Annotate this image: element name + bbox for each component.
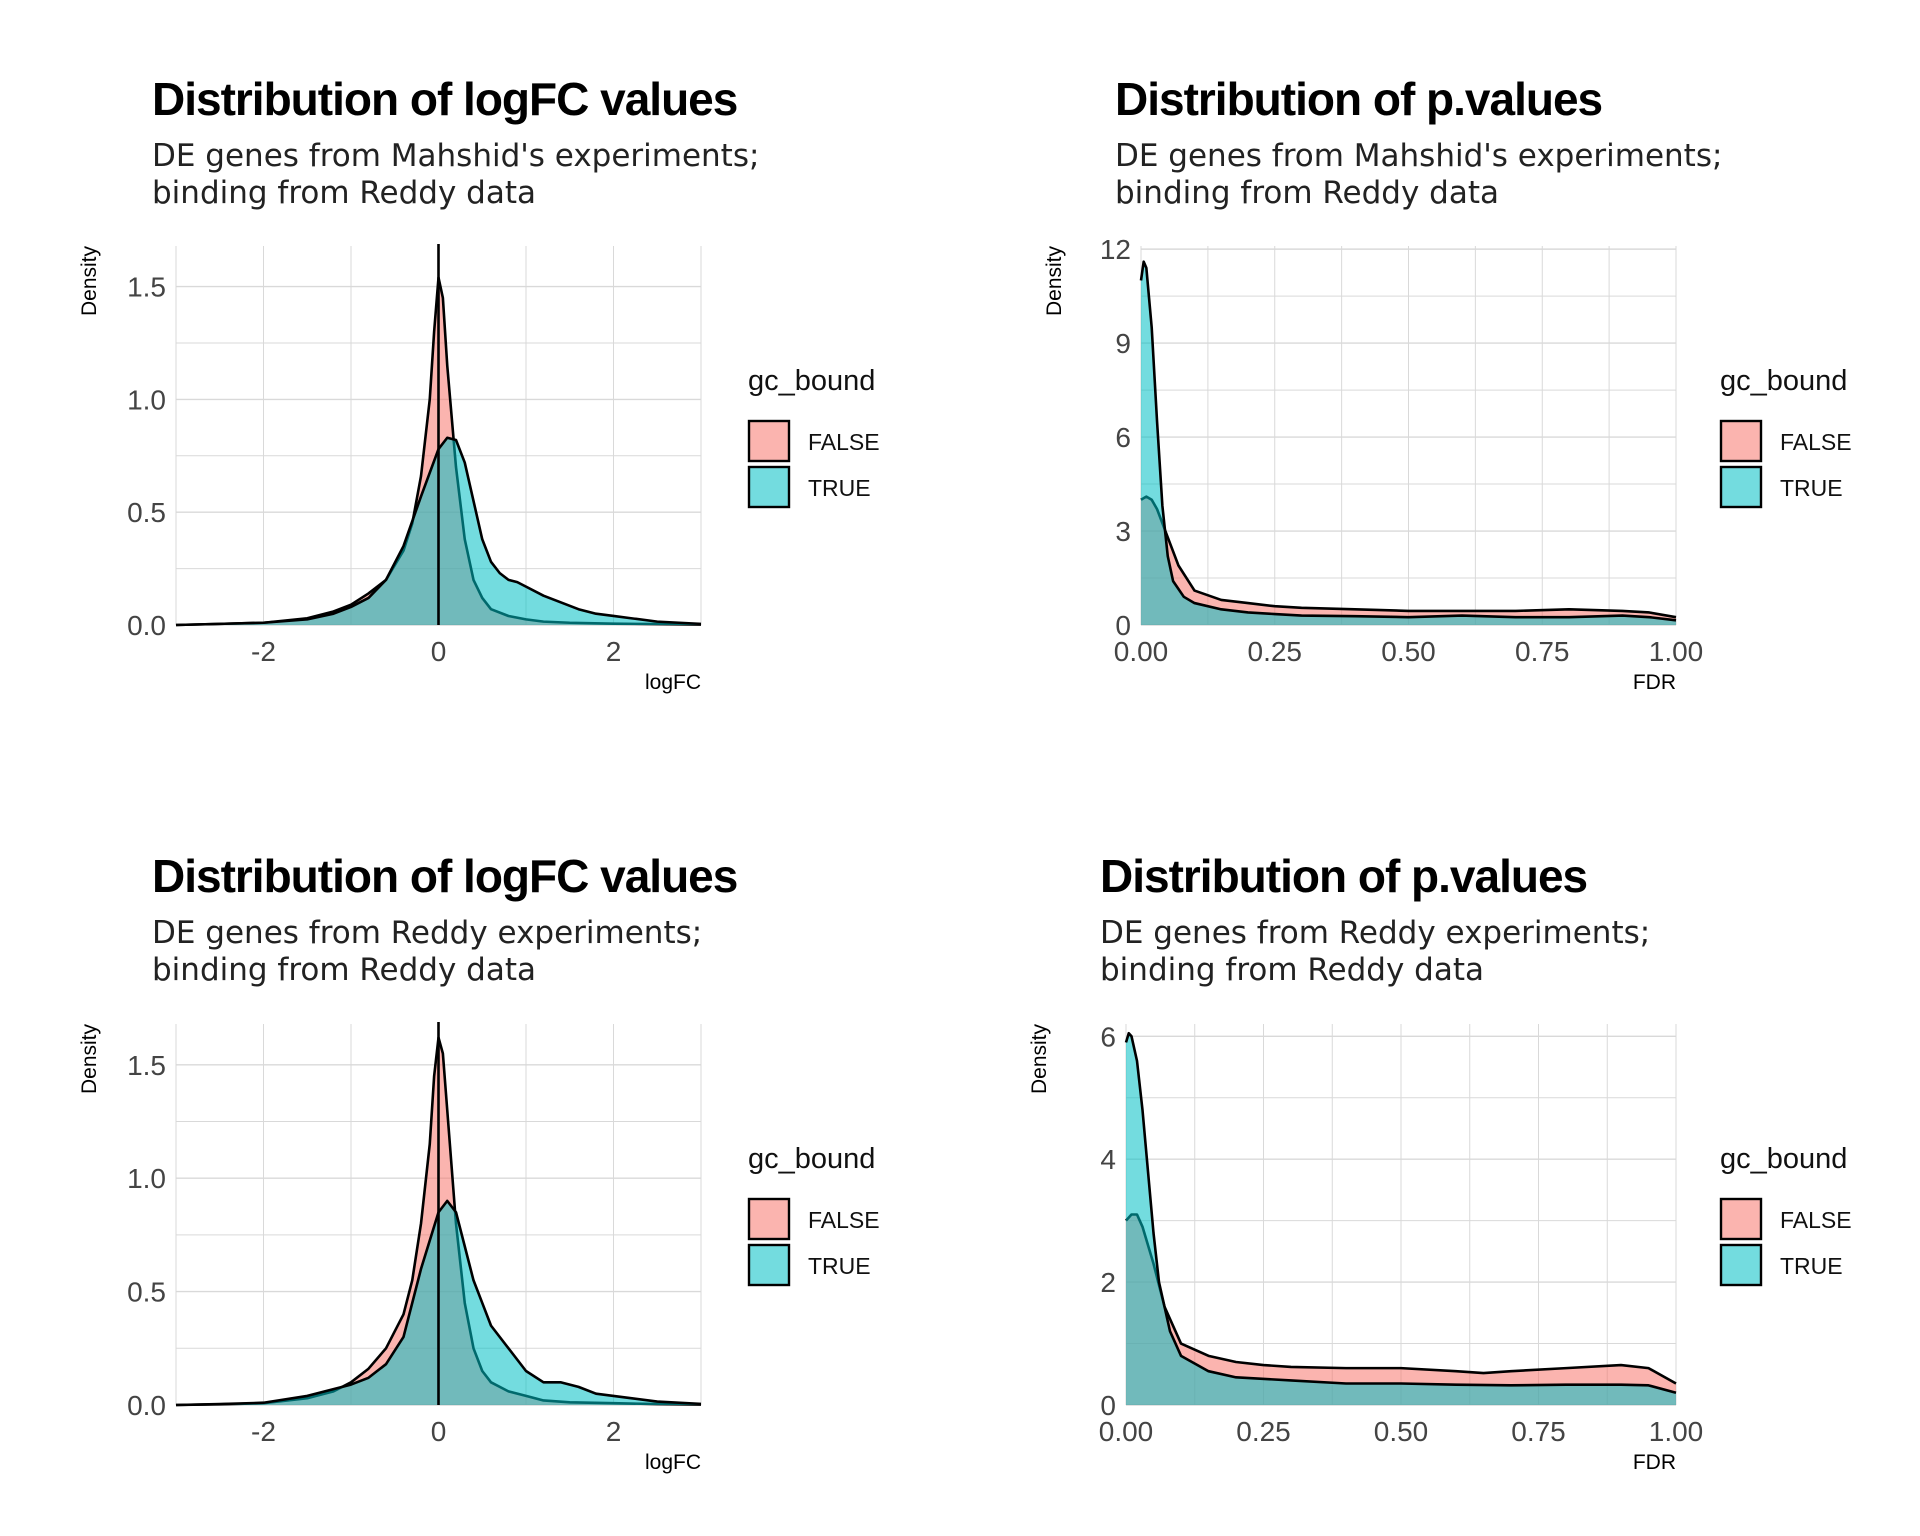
density-area-true <box>1126 1033 1676 1405</box>
legend-label-true: TRUE <box>1780 1253 1843 1279</box>
legend-label-false: FALSE <box>1780 429 1852 455</box>
chart-1-group: -2 0 2 0.0 0.5 1.0 1.5 logFC Density gc_bound FALS… <box>78 244 880 694</box>
y-tick-label: 0 <box>1100 1390 1116 1421</box>
chart-2-group: 0.00 0.25 0.50 0.75 1.00 0 3 6 9 12 FDR Density gc_b… <box>1043 234 1852 694</box>
y-axis-title: Density <box>1028 1024 1051 1095</box>
x-tick-label: 0.75 <box>1515 636 1570 667</box>
chart-subtitle-line-1: DE genes from Reddy experiments; <box>152 915 703 951</box>
chart-title: Distribution of logFC values <box>152 850 738 902</box>
x-axis-title: logFC <box>645 671 701 694</box>
chart-title: Distribution of logFC values <box>152 73 738 125</box>
legend-label-false: FALSE <box>1780 1207 1852 1233</box>
legend-title: gc_bound <box>1720 1143 1847 1175</box>
y-tick-label: 0.5 <box>127 1277 166 1308</box>
chart-subtitle-line-2: binding from Reddy data <box>152 175 537 211</box>
legend-title: gc_bound <box>748 1143 875 1175</box>
chart-subtitle-line-1: DE genes from Mahshid's experiments; <box>1115 138 1723 174</box>
legend-label-false: FALSE <box>808 429 880 455</box>
x-tick-label: 0.50 <box>1381 636 1436 667</box>
legend-key-true <box>747 465 791 509</box>
x-tick-label: 0 <box>431 636 447 667</box>
x-tick-label: 1.00 <box>1649 636 1704 667</box>
x-tick-label: 0.75 <box>1511 1416 1566 1447</box>
x-tick-label: 0.00 <box>1114 636 1169 667</box>
chart-title: Distribution of p.values <box>1115 73 1603 125</box>
x-tick-label: 0.00 <box>1099 1416 1154 1447</box>
x-axis-title: logFC <box>645 1451 701 1474</box>
chart-subtitle-line-1: DE genes from Mahshid's experiments; <box>152 138 760 174</box>
y-tick-label: 9 <box>1115 328 1131 359</box>
y-tick-label: 1.5 <box>127 1050 166 1081</box>
x-tick-label: 0.25 <box>1248 636 1303 667</box>
density-line-true <box>175 436 702 627</box>
legend-key-true <box>747 1243 791 1287</box>
density-line-true <box>1124 1031 1677 1394</box>
x-tick-label: 2 <box>606 1416 622 1447</box>
y-tick-label: 0 <box>1115 610 1131 641</box>
legend-key-false <box>747 1197 791 1241</box>
legend-label-false: FALSE <box>808 1207 880 1233</box>
legend-title: gc_bound <box>748 365 875 397</box>
y-tick-label: 4 <box>1100 1144 1116 1175</box>
y-tick-label: 0.5 <box>127 497 166 528</box>
chart-subtitle-line-2: binding from Reddy data <box>152 952 537 988</box>
chart-4-group: 0.00 0.25 0.50 0.75 1.00 0 2 4 6 FDR Density gc_bou… <box>1028 1021 1852 1474</box>
y-tick-label: 1.0 <box>127 384 166 415</box>
x-tick-label: 1.00 <box>1649 1416 1704 1447</box>
chart-subtitle-line-1: DE genes from Reddy experiments; <box>1100 915 1651 951</box>
y-tick-label: 0.0 <box>127 610 166 641</box>
legend-key-false <box>1719 419 1763 463</box>
x-tick-label: -2 <box>251 1416 276 1447</box>
x-axis-title: FDR <box>1633 671 1676 694</box>
legend-label-true: TRUE <box>808 1253 871 1279</box>
density-line-true <box>175 1199 702 1407</box>
density-line-true <box>1139 260 1677 622</box>
legend-label-true: TRUE <box>1780 475 1843 501</box>
y-axis-title: Density <box>1043 246 1066 317</box>
y-axis-title: Density <box>78 1024 101 1095</box>
x-tick-label: 0.50 <box>1374 1416 1429 1447</box>
y-tick-label: 2 <box>1100 1267 1116 1298</box>
y-axis-title: Density <box>78 246 101 317</box>
y-tick-label: 6 <box>1100 1021 1116 1052</box>
y-tick-label: 12 <box>1100 234 1131 265</box>
y-tick-label: 1.0 <box>127 1163 166 1194</box>
legend-title: gc_bound <box>1720 365 1847 397</box>
legend-key-false <box>1719 1197 1763 1241</box>
legend-key-false <box>747 419 791 463</box>
legend-label-true: TRUE <box>808 475 871 501</box>
chart-subtitle-line-2: binding from Reddy data <box>1100 952 1485 988</box>
chart-title: Distribution of p.values <box>1100 850 1588 902</box>
x-tick-label: 0 <box>431 1416 447 1447</box>
x-tick-label: 2 <box>606 636 622 667</box>
x-tick-label: 0.25 <box>1236 1416 1291 1447</box>
y-tick-label: 1.5 <box>127 272 166 303</box>
legend-key-true <box>1719 465 1763 509</box>
chart-subtitle-line-2: binding from Reddy data <box>1115 175 1500 211</box>
x-tick-label: -2 <box>251 636 276 667</box>
y-tick-label: 6 <box>1115 422 1131 453</box>
y-tick-label: 3 <box>1115 516 1131 547</box>
x-axis-title: FDR <box>1633 1451 1676 1474</box>
chart-3-group: -2 0 2 0.0 0.5 1.0 1.5 logFC Density gc_bound FALS… <box>78 1022 880 1474</box>
y-tick-label: 0.0 <box>127 1390 166 1421</box>
legend-key-true <box>1719 1243 1763 1287</box>
